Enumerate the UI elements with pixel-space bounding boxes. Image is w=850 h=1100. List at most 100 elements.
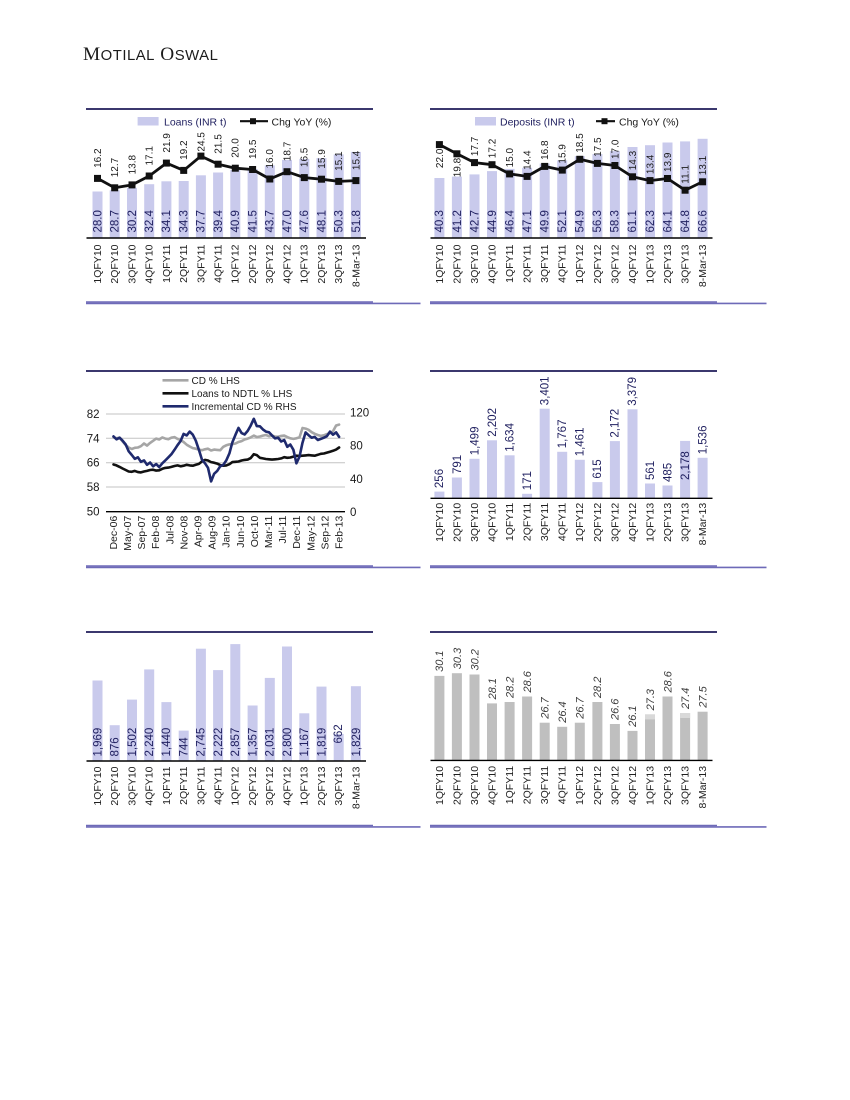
svg-text:1,357: 1,357 — [247, 728, 259, 757]
svg-text:47.6: 47.6 — [299, 210, 311, 232]
svg-text:4QFY12: 4QFY12 — [627, 244, 639, 283]
svg-text:1QFY12: 1QFY12 — [574, 503, 586, 542]
svg-text:May-07: May-07 — [122, 516, 134, 551]
svg-text:3QFY13: 3QFY13 — [333, 244, 345, 283]
svg-text:Feb-13: Feb-13 — [334, 516, 346, 549]
svg-text:18.7: 18.7 — [282, 141, 293, 161]
svg-text:1QFY11: 1QFY11 — [161, 766, 173, 804]
svg-text:2QFY12: 2QFY12 — [247, 766, 259, 805]
svg-text:2QFY12: 2QFY12 — [592, 766, 604, 805]
svg-text:Jul-08: Jul-08 — [164, 516, 176, 545]
svg-text:3QFY12: 3QFY12 — [264, 766, 276, 805]
svg-text:3QFY12: 3QFY12 — [264, 244, 276, 283]
svg-text:47.0: 47.0 — [282, 210, 294, 232]
svg-text:1QFY13: 1QFY13 — [644, 503, 656, 542]
svg-text:16.8: 16.8 — [540, 140, 551, 160]
svg-text:4QFY10: 4QFY10 — [486, 766, 498, 805]
svg-text:24.5: 24.5 — [196, 132, 207, 152]
svg-text:4QFY11: 4QFY11 — [213, 244, 225, 282]
svg-text:2QFY10: 2QFY10 — [451, 766, 463, 805]
svg-text:4QFY10: 4QFY10 — [144, 244, 156, 283]
svg-text:Loans to NDTL % LHS: Loans to NDTL % LHS — [192, 389, 293, 400]
svg-text:12.7: 12.7 — [110, 157, 121, 177]
svg-text:2QFY11: 2QFY11 — [522, 766, 534, 804]
svg-text:52.1: 52.1 — [557, 210, 569, 232]
svg-text:34.1: 34.1 — [161, 210, 173, 232]
svg-text:Jan-10: Jan-10 — [221, 516, 233, 548]
svg-text:17.7: 17.7 — [470, 136, 481, 156]
svg-text:744: 744 — [179, 737, 191, 757]
svg-text:Sep-07: Sep-07 — [136, 516, 148, 550]
svg-text:2QFY11: 2QFY11 — [522, 503, 534, 541]
svg-text:61.1: 61.1 — [627, 210, 639, 232]
svg-text:1QFY13: 1QFY13 — [299, 244, 311, 283]
svg-text:Dec-11: Dec-11 — [291, 516, 303, 549]
svg-text:28.0: 28.0 — [92, 210, 104, 232]
svg-text:62.3: 62.3 — [645, 210, 657, 232]
svg-text:8-Mar-13: 8-Mar-13 — [697, 244, 709, 287]
svg-text:40: 40 — [350, 474, 363, 486]
svg-text:1QFY10: 1QFY10 — [434, 766, 446, 805]
svg-text:1QFY11: 1QFY11 — [161, 244, 173, 282]
svg-text:27.3: 27.3 — [645, 688, 657, 711]
svg-text:1,167: 1,167 — [299, 728, 311, 757]
svg-text:3QFY11: 3QFY11 — [195, 244, 207, 282]
svg-text:1QFY12: 1QFY12 — [574, 766, 586, 805]
svg-text:3,401: 3,401 — [540, 376, 552, 405]
svg-text:3QFY13: 3QFY13 — [680, 503, 692, 542]
svg-text:41.5: 41.5 — [247, 210, 259, 232]
svg-text:14.4: 14.4 — [523, 150, 534, 170]
svg-text:1QFY11: 1QFY11 — [504, 244, 516, 282]
svg-text:2QFY13: 2QFY13 — [316, 766, 328, 805]
svg-text:37.7: 37.7 — [196, 210, 208, 232]
svg-text:2,222: 2,222 — [213, 728, 225, 757]
svg-text:15.0: 15.0 — [505, 147, 516, 167]
svg-text:28.2: 28.2 — [504, 677, 516, 699]
svg-text:3,379: 3,379 — [627, 377, 639, 406]
svg-text:46.4: 46.4 — [504, 210, 516, 233]
svg-text:Dec-06: Dec-06 — [108, 516, 120, 550]
svg-text:256: 256 — [434, 469, 446, 488]
svg-text:171: 171 — [522, 471, 534, 490]
svg-text:17.0: 17.0 — [610, 139, 621, 159]
svg-text:1QFY12: 1QFY12 — [574, 244, 586, 283]
svg-text:662: 662 — [333, 724, 345, 743]
svg-text:4QFY12: 4QFY12 — [281, 766, 293, 805]
svg-text:1,536: 1,536 — [697, 426, 709, 455]
svg-text:54.9: 54.9 — [575, 210, 587, 232]
svg-text:2QFY10: 2QFY10 — [109, 244, 121, 283]
svg-text:1QFY10: 1QFY10 — [92, 244, 104, 283]
svg-text:66.6: 66.6 — [697, 210, 709, 232]
svg-text:Jun-10: Jun-10 — [235, 516, 247, 548]
svg-text:791: 791 — [452, 455, 464, 474]
svg-text:26.7: 26.7 — [575, 696, 587, 719]
svg-text:3QFY13: 3QFY13 — [333, 766, 345, 805]
svg-text:2,857: 2,857 — [230, 728, 242, 757]
svg-text:15.4: 15.4 — [351, 150, 362, 170]
svg-text:485: 485 — [662, 463, 674, 482]
svg-text:28.2: 28.2 — [592, 677, 604, 699]
svg-text:Jul-11: Jul-11 — [277, 516, 289, 544]
svg-text:18.5: 18.5 — [575, 133, 586, 153]
svg-text:2,172: 2,172 — [610, 409, 622, 438]
svg-text:26.6: 26.6 — [610, 698, 622, 721]
svg-text:3QFY13: 3QFY13 — [680, 766, 692, 805]
svg-text:30.2: 30.2 — [469, 649, 481, 670]
svg-text:40.9: 40.9 — [230, 210, 242, 232]
svg-text:3QFY11: 3QFY11 — [195, 766, 207, 804]
svg-text:3QFY12: 3QFY12 — [609, 244, 621, 283]
svg-text:Chg YoY (%): Chg YoY (%) — [272, 117, 332, 129]
svg-text:Mar-11: Mar-11 — [263, 516, 275, 549]
svg-text:47.1: 47.1 — [522, 210, 534, 232]
svg-text:17.5: 17.5 — [593, 137, 604, 157]
svg-text:34.3: 34.3 — [179, 210, 191, 232]
svg-text:44.9: 44.9 — [487, 210, 499, 232]
svg-text:13.9: 13.9 — [663, 152, 674, 172]
svg-text:1QFY13: 1QFY13 — [644, 766, 656, 805]
svg-text:15.9: 15.9 — [558, 144, 569, 164]
svg-text:3QFY10: 3QFY10 — [126, 244, 138, 283]
svg-text:28.7: 28.7 — [110, 210, 122, 232]
svg-text:8-Mar-13: 8-Mar-13 — [350, 766, 362, 809]
svg-text:2QFY13: 2QFY13 — [662, 503, 674, 542]
svg-text:1,969: 1,969 — [92, 728, 104, 757]
